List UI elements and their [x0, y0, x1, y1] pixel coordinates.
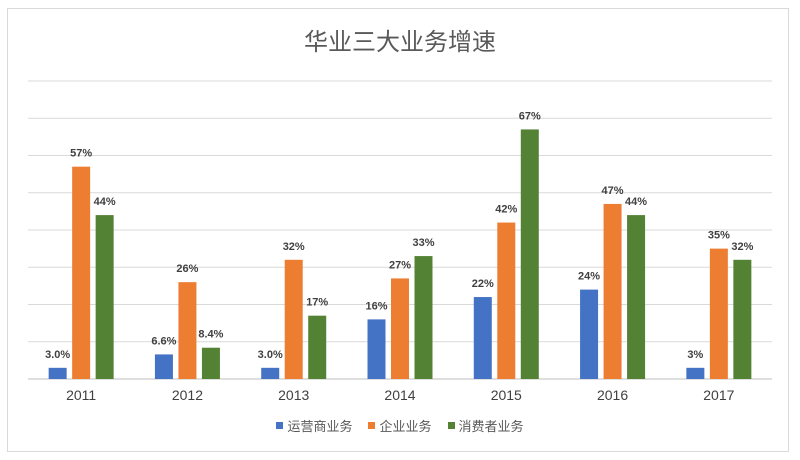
x-tick-label: 2016 — [597, 387, 628, 403]
data-label: 44% — [94, 196, 116, 208]
bar — [414, 256, 433, 379]
bar — [95, 215, 114, 379]
legend-swatch — [276, 422, 284, 429]
bar — [201, 347, 220, 379]
legend-label: 运营商业务 — [287, 420, 353, 435]
x-tick-label: 2017 — [703, 387, 734, 403]
data-label: 22% — [472, 278, 494, 290]
legend-swatch — [368, 422, 376, 429]
data-label: 16% — [365, 300, 387, 312]
x-tick-label: 2011 — [66, 387, 96, 403]
data-label: 6.6% — [151, 335, 176, 347]
chart-frame — [7, 8, 789, 452]
bar — [261, 367, 280, 379]
bar — [48, 367, 67, 379]
x-tick-label: 2014 — [384, 387, 415, 403]
bar — [733, 259, 752, 379]
legend-item-enterprise: 企业业务 — [368, 416, 432, 435]
data-label: 47% — [602, 185, 624, 197]
data-label: 32% — [283, 241, 305, 253]
data-label: 3.0% — [45, 349, 70, 361]
chart-title: 华业三大业务增速 — [304, 28, 496, 56]
bar — [520, 129, 539, 379]
data-label: 26% — [176, 263, 198, 275]
bar — [686, 367, 705, 379]
data-label: 35% — [708, 230, 730, 242]
data-label: 3.0% — [258, 349, 283, 361]
x-tick-label: 2013 — [278, 387, 309, 403]
data-label: 27% — [389, 259, 411, 271]
data-label: 57% — [70, 148, 92, 160]
bar — [72, 166, 91, 379]
x-tick-label: 2015 — [491, 387, 522, 403]
data-label: 24% — [578, 271, 600, 283]
bar — [627, 215, 646, 379]
legend-label: 企业业务 — [379, 420, 432, 435]
data-label: 3% — [687, 349, 703, 361]
bar — [367, 319, 386, 379]
data-label: 44% — [625, 196, 647, 208]
data-label: 17% — [306, 297, 328, 309]
data-label: 8.4% — [198, 329, 223, 341]
legend-item-carrier: 运营商业务 — [276, 416, 352, 435]
legend-label: 消费者业务 — [458, 420, 524, 435]
bar — [580, 289, 599, 379]
x-tick-label: 2012 — [172, 387, 203, 403]
bar — [154, 354, 173, 379]
data-label: 42% — [495, 204, 517, 216]
bar — [308, 315, 327, 379]
legend-item-consumer: 消费者业务 — [447, 416, 524, 435]
data-label: 33% — [412, 237, 434, 249]
bar — [178, 282, 197, 379]
bar — [603, 203, 622, 379]
data-label: 32% — [731, 241, 753, 253]
bar — [473, 297, 492, 379]
legend: 运营商业务 企业业务 消费者业务 — [0, 416, 800, 435]
bar — [709, 248, 728, 379]
legend-swatch — [447, 422, 455, 429]
bar — [497, 222, 516, 379]
data-label: 67% — [519, 110, 541, 122]
bar — [391, 278, 409, 379]
bar — [284, 259, 303, 379]
